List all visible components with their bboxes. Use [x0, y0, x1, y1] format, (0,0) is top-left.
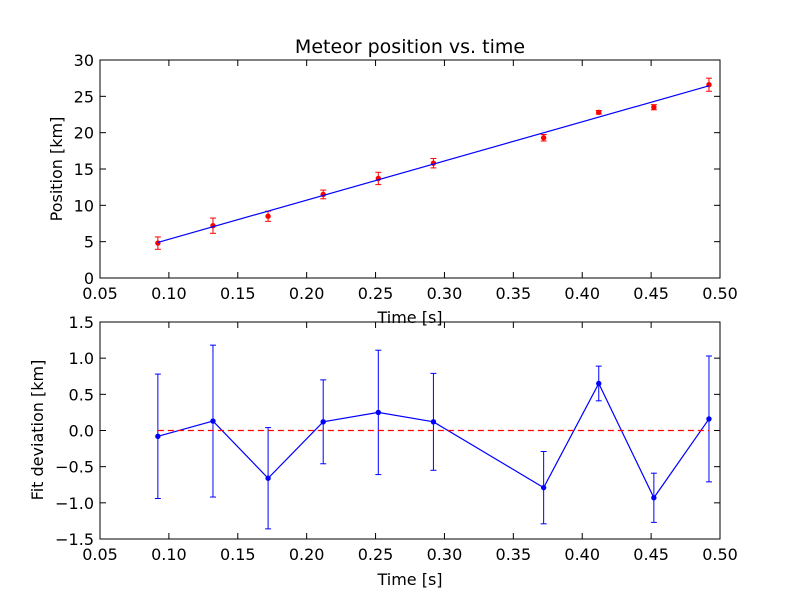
deviation-marks [154, 344, 712, 530]
deviation-y-tick-label: −1.0 [55, 494, 94, 513]
position-plot-frame [99, 59, 721, 279]
deviation-y-tick-label: 1.5 [69, 313, 94, 332]
deviation-x-tick-label: 0.30 [427, 545, 463, 564]
fit-line [157, 85, 710, 243]
position-y-tick-label: 15 [74, 160, 94, 179]
deviation-x-tick-label: 0.25 [358, 545, 394, 564]
deviation-y-tick-label: 0.0 [69, 422, 94, 441]
data-point [540, 135, 547, 141]
deviation-y-tick-label: 1.0 [69, 349, 94, 368]
data-point [430, 419, 437, 425]
position-y-axis-label: Position [km] [47, 117, 66, 222]
position-x-tick-label: 0.10 [151, 284, 187, 303]
deviation-x-tick-label: 0.35 [496, 545, 532, 564]
data-point [651, 104, 657, 110]
deviation-x-axis-label: Time [s] [376, 570, 442, 589]
position-y-tick-label: 25 [74, 87, 94, 106]
deviation-series-line [157, 382, 710, 499]
deviation-y-tick-label: −0.5 [55, 458, 94, 477]
deviation-x-tick-label: 0.40 [564, 545, 600, 564]
position-y-tick-label: 0 [84, 269, 94, 288]
deviation-ticks: 0.05 0.10 0.15 0.20 0.25 0.30 0.35 0.40 0.45 0.50… [55, 313, 738, 564]
data-point [596, 380, 602, 387]
deviation-x-tick-label: 0.50 [702, 545, 738, 564]
position-x-tick-label: 0.45 [633, 284, 669, 303]
deviation-x-tick-label: 0.20 [289, 545, 325, 564]
deviation-plot-frame [99, 321, 721, 540]
data-point [210, 418, 216, 424]
position-x-axis-label: Time [s] [376, 308, 442, 327]
position-x-tick-label: 0.40 [564, 284, 600, 303]
data-point [375, 409, 382, 416]
deviation-y-tick-label: −1.5 [55, 530, 94, 549]
deviation-y-tick-label: 0.5 [69, 385, 94, 404]
data-point [540, 484, 547, 491]
position-ticks: 0.05 0.10 0.15 0.20 0.25 0.30 0.35 0.40 0.45 0.50… [74, 51, 738, 303]
position-x-tick-label: 0.25 [358, 284, 394, 303]
position-marks [154, 77, 712, 250]
position-axes: Meteor position vs. time 0.05 0.10 0.15 0.2… [47, 36, 738, 327]
data-point [155, 433, 161, 439]
deviation-x-tick-label: 0.05 [82, 545, 118, 564]
data-point [706, 416, 712, 422]
position-x-tick-label: 0.05 [82, 284, 118, 303]
position-x-tick-label: 0.30 [427, 284, 463, 303]
position-y-tick-label: 30 [74, 51, 94, 70]
deviation-axes: 0.05 0.10 0.15 0.20 0.25 0.30 0.35 0.40 0.45 0.50… [28, 313, 738, 589]
position-x-tick-label: 0.35 [496, 284, 532, 303]
position-y-tick-label: 20 [74, 124, 94, 143]
position-y-tick-label: 5 [84, 233, 94, 252]
data-point [265, 213, 271, 219]
position-x-tick-label: 0.20 [289, 284, 325, 303]
data-point [320, 419, 326, 425]
data-point [651, 495, 657, 501]
data-point [265, 475, 271, 481]
position-x-tick-label: 0.50 [702, 284, 738, 303]
deviation-x-tick-label: 0.45 [633, 545, 669, 564]
data-point [596, 109, 602, 116]
deviation-y-axis-label: Fit deviation [km] [28, 360, 47, 501]
deviation-x-tick-label: 0.10 [151, 545, 187, 564]
chart-title: Meteor position vs. time [295, 36, 525, 58]
position-x-tick-label: 0.15 [220, 284, 256, 303]
position-y-tick-label: 10 [74, 196, 94, 215]
deviation-x-tick-label: 0.15 [220, 545, 256, 564]
